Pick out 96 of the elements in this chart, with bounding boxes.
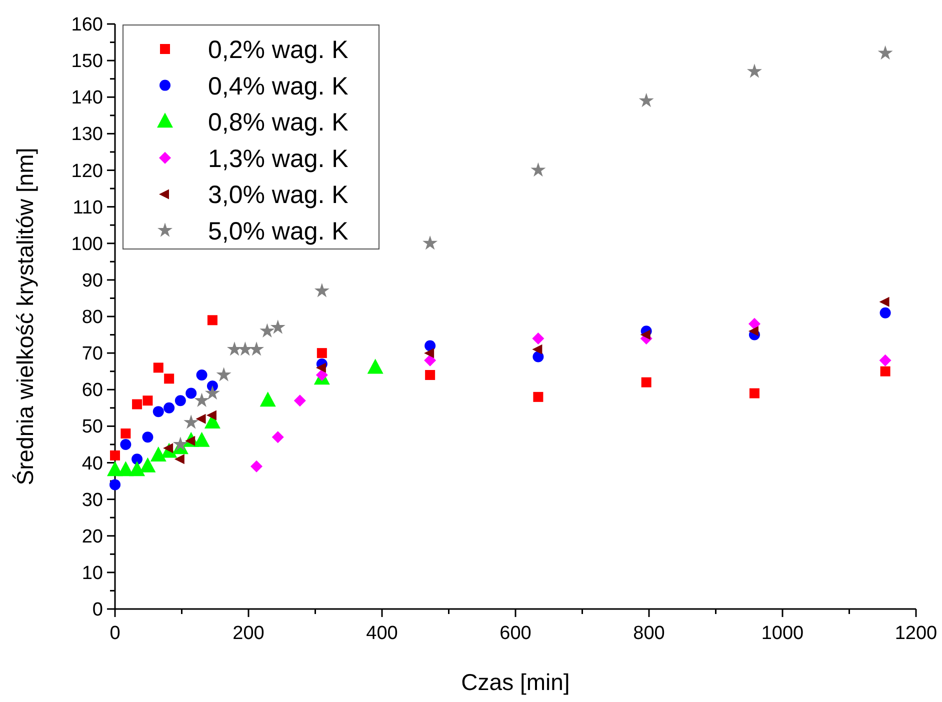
- point: [142, 396, 153, 406]
- point: [532, 332, 544, 344]
- point: [194, 392, 210, 407]
- point: [132, 399, 142, 410]
- point: [206, 410, 216, 420]
- point: [260, 392, 276, 407]
- point: [238, 342, 253, 356]
- point: [879, 296, 890, 307]
- point: [140, 457, 156, 472]
- y-tick-label: 80: [82, 307, 103, 328]
- point: [150, 446, 166, 462]
- x-tick-label: 200: [232, 623, 264, 644]
- x-tick-label: 1000: [761, 623, 804, 644]
- point: [110, 479, 120, 490]
- point: [118, 461, 134, 476]
- legend-label: 5,0% wag. K: [208, 218, 349, 246]
- point: [424, 348, 434, 358]
- point: [164, 374, 174, 384]
- point: [425, 370, 436, 380]
- point: [226, 342, 242, 356]
- x-tick-label: 0: [110, 623, 120, 644]
- point: [216, 367, 232, 382]
- legend-label: 0,8% wag. K: [208, 108, 349, 137]
- y-tick-label: 130: [71, 124, 103, 146]
- x-tick-label: 400: [366, 623, 398, 644]
- point: [314, 283, 330, 298]
- legend-label: 0,4% wag. K: [208, 72, 349, 100]
- point: [120, 428, 131, 438]
- point: [424, 354, 436, 366]
- point: [249, 342, 264, 356]
- y-tick-label: 150: [71, 51, 103, 72]
- point: [174, 454, 184, 464]
- point: [641, 377, 652, 388]
- y-tick-label: 160: [71, 14, 103, 36]
- x-axis-title: Czas [min]: [461, 669, 570, 695]
- y-tick-label: 110: [72, 197, 103, 218]
- point: [196, 370, 208, 380]
- legend-label: 3,0% wag. K: [208, 181, 349, 210]
- point: [638, 92, 654, 108]
- point: [316, 369, 328, 381]
- point: [530, 162, 546, 177]
- point: [164, 402, 175, 414]
- y-tick-label: 70: [82, 344, 103, 365]
- point: [879, 354, 892, 366]
- point: [204, 385, 220, 400]
- point: [250, 460, 263, 472]
- point: [316, 362, 326, 373]
- y-tick-label: 50: [82, 416, 103, 438]
- point: [260, 323, 275, 338]
- y-axis-title: Średnia wielkość krystalitów [nm]: [12, 148, 38, 486]
- point: [152, 406, 164, 418]
- legend-label: 1,3% wag. K: [208, 144, 349, 173]
- y-tick-label: 0: [92, 600, 103, 620]
- point: [532, 351, 544, 362]
- point: [422, 235, 438, 250]
- point: [880, 366, 890, 376]
- point: [184, 414, 199, 429]
- point: [746, 64, 762, 78]
- point: [120, 438, 132, 450]
- point: [207, 315, 218, 326]
- point: [533, 392, 544, 402]
- point: [532, 344, 542, 354]
- point: [748, 318, 760, 330]
- y-tick-label: 40: [82, 453, 103, 474]
- y-tick-label: 120: [71, 160, 103, 182]
- point: [367, 358, 384, 374]
- point: [174, 395, 186, 406]
- y-tick-label: 60: [82, 380, 103, 402]
- point: [748, 326, 758, 336]
- y-tick-label: 20: [82, 526, 103, 548]
- point: [880, 307, 891, 318]
- point: [270, 320, 286, 334]
- point: [142, 432, 154, 443]
- legend-label: 0,2% wag. K: [208, 36, 349, 64]
- x-tick-label: 1200: [894, 623, 938, 644]
- point: [272, 431, 284, 444]
- y-tick-label: 140: [71, 88, 103, 109]
- y-tick-label: 100: [71, 234, 103, 255]
- y-tick-label: 30: [82, 490, 103, 511]
- point: [194, 432, 210, 447]
- point: [132, 454, 143, 465]
- point: [186, 388, 197, 399]
- point: [640, 330, 650, 340]
- point: [878, 45, 893, 60]
- y-tick-label: 10: [82, 562, 103, 584]
- y-tick-label: 90: [82, 270, 103, 292]
- point: [172, 436, 188, 451]
- point: [749, 388, 760, 398]
- point: [153, 362, 164, 373]
- x-tick-label: 800: [633, 623, 665, 644]
- point: [196, 414, 206, 424]
- x-tick-label: 600: [500, 623, 532, 644]
- point: [110, 450, 120, 460]
- point: [316, 348, 327, 358]
- point: [294, 394, 306, 407]
- point: [129, 461, 146, 476]
